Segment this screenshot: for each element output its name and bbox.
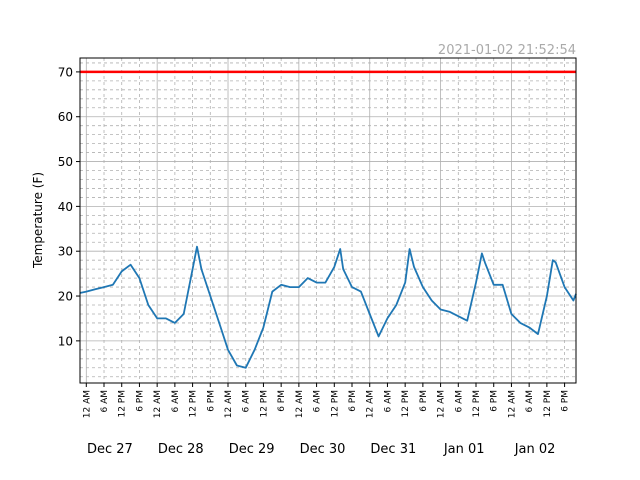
- x-tick-label: 6 PM: [561, 390, 571, 412]
- y-tick-label: 10: [58, 334, 73, 348]
- grid: [80, 58, 576, 383]
- x-tick-label: 6 AM: [383, 390, 393, 413]
- y-axis-label: Temperature (F): [31, 172, 45, 269]
- timestamp: 2021-01-02 21:52:54: [438, 43, 576, 58]
- y-tick-label: 50: [58, 155, 73, 169]
- x-tick-label: 12 AM: [82, 390, 92, 418]
- plot: [80, 70, 577, 369]
- y-tick-label: 20: [58, 290, 73, 304]
- x-tick-label: 12 AM: [437, 390, 447, 418]
- labels: 10 20 30 40 50 60 70 12 AM 6 AM 12 PM 6 PM 12 AM 6 A…: [58, 65, 571, 457]
- day-label: Dec 27: [87, 442, 133, 457]
- day-label: Jan 01: [443, 442, 485, 457]
- plot-frame: [79, 57, 577, 384]
- x-tick-label: 6 AM: [525, 390, 535, 413]
- x-tick-label: 12 PM: [401, 390, 411, 418]
- x-tick-label: 12 PM: [543, 390, 553, 418]
- y-tick-label: 40: [58, 200, 73, 214]
- y-tick-label: 70: [58, 65, 73, 79]
- x-tick-label: 6 PM: [490, 390, 500, 412]
- x-tick-label: 12 PM: [189, 390, 199, 418]
- x-tick-label: 6 AM: [171, 390, 181, 413]
- x-tick-label: 12 AM: [153, 390, 163, 418]
- x-tick-label: 6 PM: [135, 390, 145, 412]
- x-tick-label: 12 AM: [224, 390, 234, 418]
- x-tick-label: 6 PM: [419, 390, 429, 412]
- x-tick-label: 12 AM: [507, 390, 517, 418]
- x-tick-label: 6 AM: [454, 390, 464, 413]
- y-tick-label: 30: [58, 245, 73, 259]
- temperature-line: [80, 245, 577, 369]
- day-label: Dec 30: [300, 442, 346, 457]
- x-tick-label: 6 AM: [100, 390, 110, 413]
- day-label: Dec 29: [229, 442, 275, 457]
- x-tick-label: 6 PM: [206, 390, 216, 412]
- y-tick-label: 60: [58, 110, 73, 124]
- x-tick-label: 12 PM: [330, 390, 340, 418]
- x-tick-label: 6 AM: [242, 390, 252, 413]
- x-tick-label: 6 PM: [277, 390, 287, 412]
- day-label: Dec 28: [158, 442, 204, 457]
- day-label: Dec 31: [370, 442, 416, 457]
- x-tick-label: 12 PM: [118, 390, 128, 418]
- x-tick-label: 12 AM: [366, 390, 376, 418]
- x-tick-label: 6 AM: [313, 390, 323, 413]
- x-tick-label: 12 PM: [259, 390, 269, 418]
- x-tick-label: 12 AM: [295, 390, 305, 418]
- day-label: Jan 02: [514, 442, 556, 457]
- x-tick-label: 6 PM: [348, 390, 358, 412]
- x-tick-label: 12 PM: [472, 390, 482, 418]
